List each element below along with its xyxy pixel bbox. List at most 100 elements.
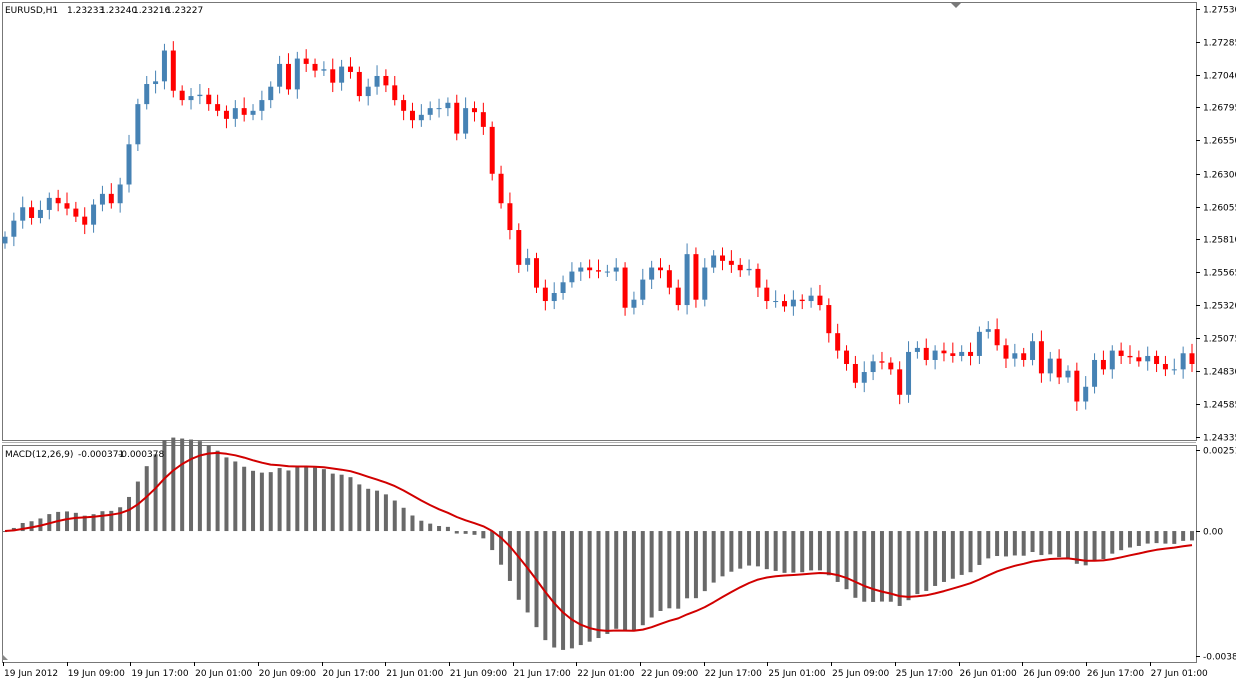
candle-body <box>463 108 469 134</box>
macd-bar <box>995 531 1000 557</box>
candle <box>153 70 159 94</box>
macd-bar <box>144 466 149 532</box>
candle-body <box>117 184 123 204</box>
candle <box>631 291 637 315</box>
macd-bar <box>853 531 858 598</box>
macd-bar <box>1039 531 1044 556</box>
candle <box>277 55 283 94</box>
candle-body <box>471 108 477 113</box>
candle <box>1109 345 1115 379</box>
time-axis[interactable]: 19 Jun 2012 19 Jun 09:00 19 Jun 17:00 20 Ju… <box>3 662 1209 679</box>
candle <box>1012 343 1018 367</box>
candle-body <box>1154 355 1160 364</box>
time-tick-label: 20 Jun 01:00 <box>195 669 252 679</box>
candle <box>728 250 734 273</box>
candle-body <box>250 110 256 115</box>
macd-bar <box>1136 531 1141 546</box>
macd-bar <box>375 490 380 532</box>
price-tick-label: 1.25565 <box>1203 269 1236 279</box>
macd-bar <box>490 531 495 551</box>
macd-bar <box>321 469 326 532</box>
scroll-corner-icon[interactable] <box>2 654 8 660</box>
shift-marker-icon[interactable] <box>951 3 961 8</box>
candle <box>1100 350 1106 375</box>
candle <box>223 105 229 129</box>
candle-body <box>604 271 610 273</box>
candle-body <box>294 58 300 90</box>
macd-bar <box>977 531 982 565</box>
macd-bar <box>587 531 592 642</box>
candle <box>711 250 717 273</box>
candle <box>684 243 690 315</box>
time-tick-label: 20 Jun 17:00 <box>323 669 380 679</box>
candle <box>560 275 566 300</box>
macd-bar <box>755 531 760 567</box>
price-tick-label: 1.25320 <box>1203 302 1236 312</box>
macd-bar <box>888 531 893 602</box>
macd-bar <box>782 531 787 573</box>
candle <box>215 94 221 117</box>
macd-bar <box>685 531 690 599</box>
candle-body <box>968 351 974 356</box>
macd-bar <box>1190 531 1194 541</box>
symbol-label: EURUSD,H1 <box>5 6 58 16</box>
macd-bar <box>1163 531 1168 544</box>
candle <box>126 134 132 193</box>
macd-bar <box>127 496 132 532</box>
candle-body <box>1127 355 1133 358</box>
macd-bar <box>1074 531 1079 564</box>
candle-body <box>401 100 407 111</box>
price-tick-label: 1.26550 <box>1203 137 1236 147</box>
macd-bar <box>82 515 87 532</box>
macd-bar <box>330 473 335 532</box>
candle <box>91 199 97 233</box>
macd-bar <box>153 454 158 532</box>
candle <box>64 192 70 216</box>
candle <box>250 104 256 121</box>
candle <box>870 354 876 381</box>
candle <box>135 98 141 151</box>
candle <box>170 41 176 98</box>
candle-body <box>20 207 26 221</box>
candle-body <box>702 267 708 300</box>
candle <box>1074 362 1080 411</box>
macd-bar <box>392 500 397 532</box>
macd-main-value: -0.000371 <box>78 450 124 460</box>
candle-body <box>649 267 655 280</box>
macd-bar <box>20 522 25 532</box>
candle <box>2 231 8 249</box>
candle <box>959 345 965 362</box>
candle-body <box>206 94 212 105</box>
price-tick-label: 1.24335 <box>1203 434 1236 444</box>
candle-body <box>658 267 664 271</box>
candle-body <box>826 305 832 334</box>
candle-body <box>1030 341 1036 360</box>
price-tick-label: 1.24585 <box>1203 401 1236 411</box>
time-tick-label: 25 Jun 17:00 <box>896 669 953 679</box>
macd-bar <box>1127 531 1132 548</box>
candle <box>294 51 300 99</box>
candle-body <box>1012 353 1018 359</box>
price-axis[interactable]: 1.27530 1.27285 1.27040 1.26795 1.26550 1.263… <box>1196 6 1236 444</box>
candle-body <box>560 282 566 293</box>
macd-bar <box>277 468 282 532</box>
macd-bar <box>118 507 123 532</box>
candle-body <box>232 108 238 119</box>
macd-axis[interactable]: 0.00251 0.00 -0.00387 <box>1196 447 1236 663</box>
macd-histogram-layer <box>3 437 1194 650</box>
macd-tick-label: -0.00387 <box>1203 653 1236 663</box>
candle <box>923 338 929 366</box>
candle <box>720 247 726 271</box>
candle-body <box>542 287 548 302</box>
macd-bar <box>1003 531 1008 557</box>
candle-body <box>1047 358 1053 374</box>
candle-body <box>994 329 1000 346</box>
candle-body <box>587 267 593 271</box>
candle <box>994 318 1000 351</box>
candle-body <box>91 204 97 225</box>
macd-bar <box>313 467 318 532</box>
macd-bar <box>189 439 194 532</box>
macd-bar <box>826 531 831 576</box>
candle <box>879 351 885 370</box>
